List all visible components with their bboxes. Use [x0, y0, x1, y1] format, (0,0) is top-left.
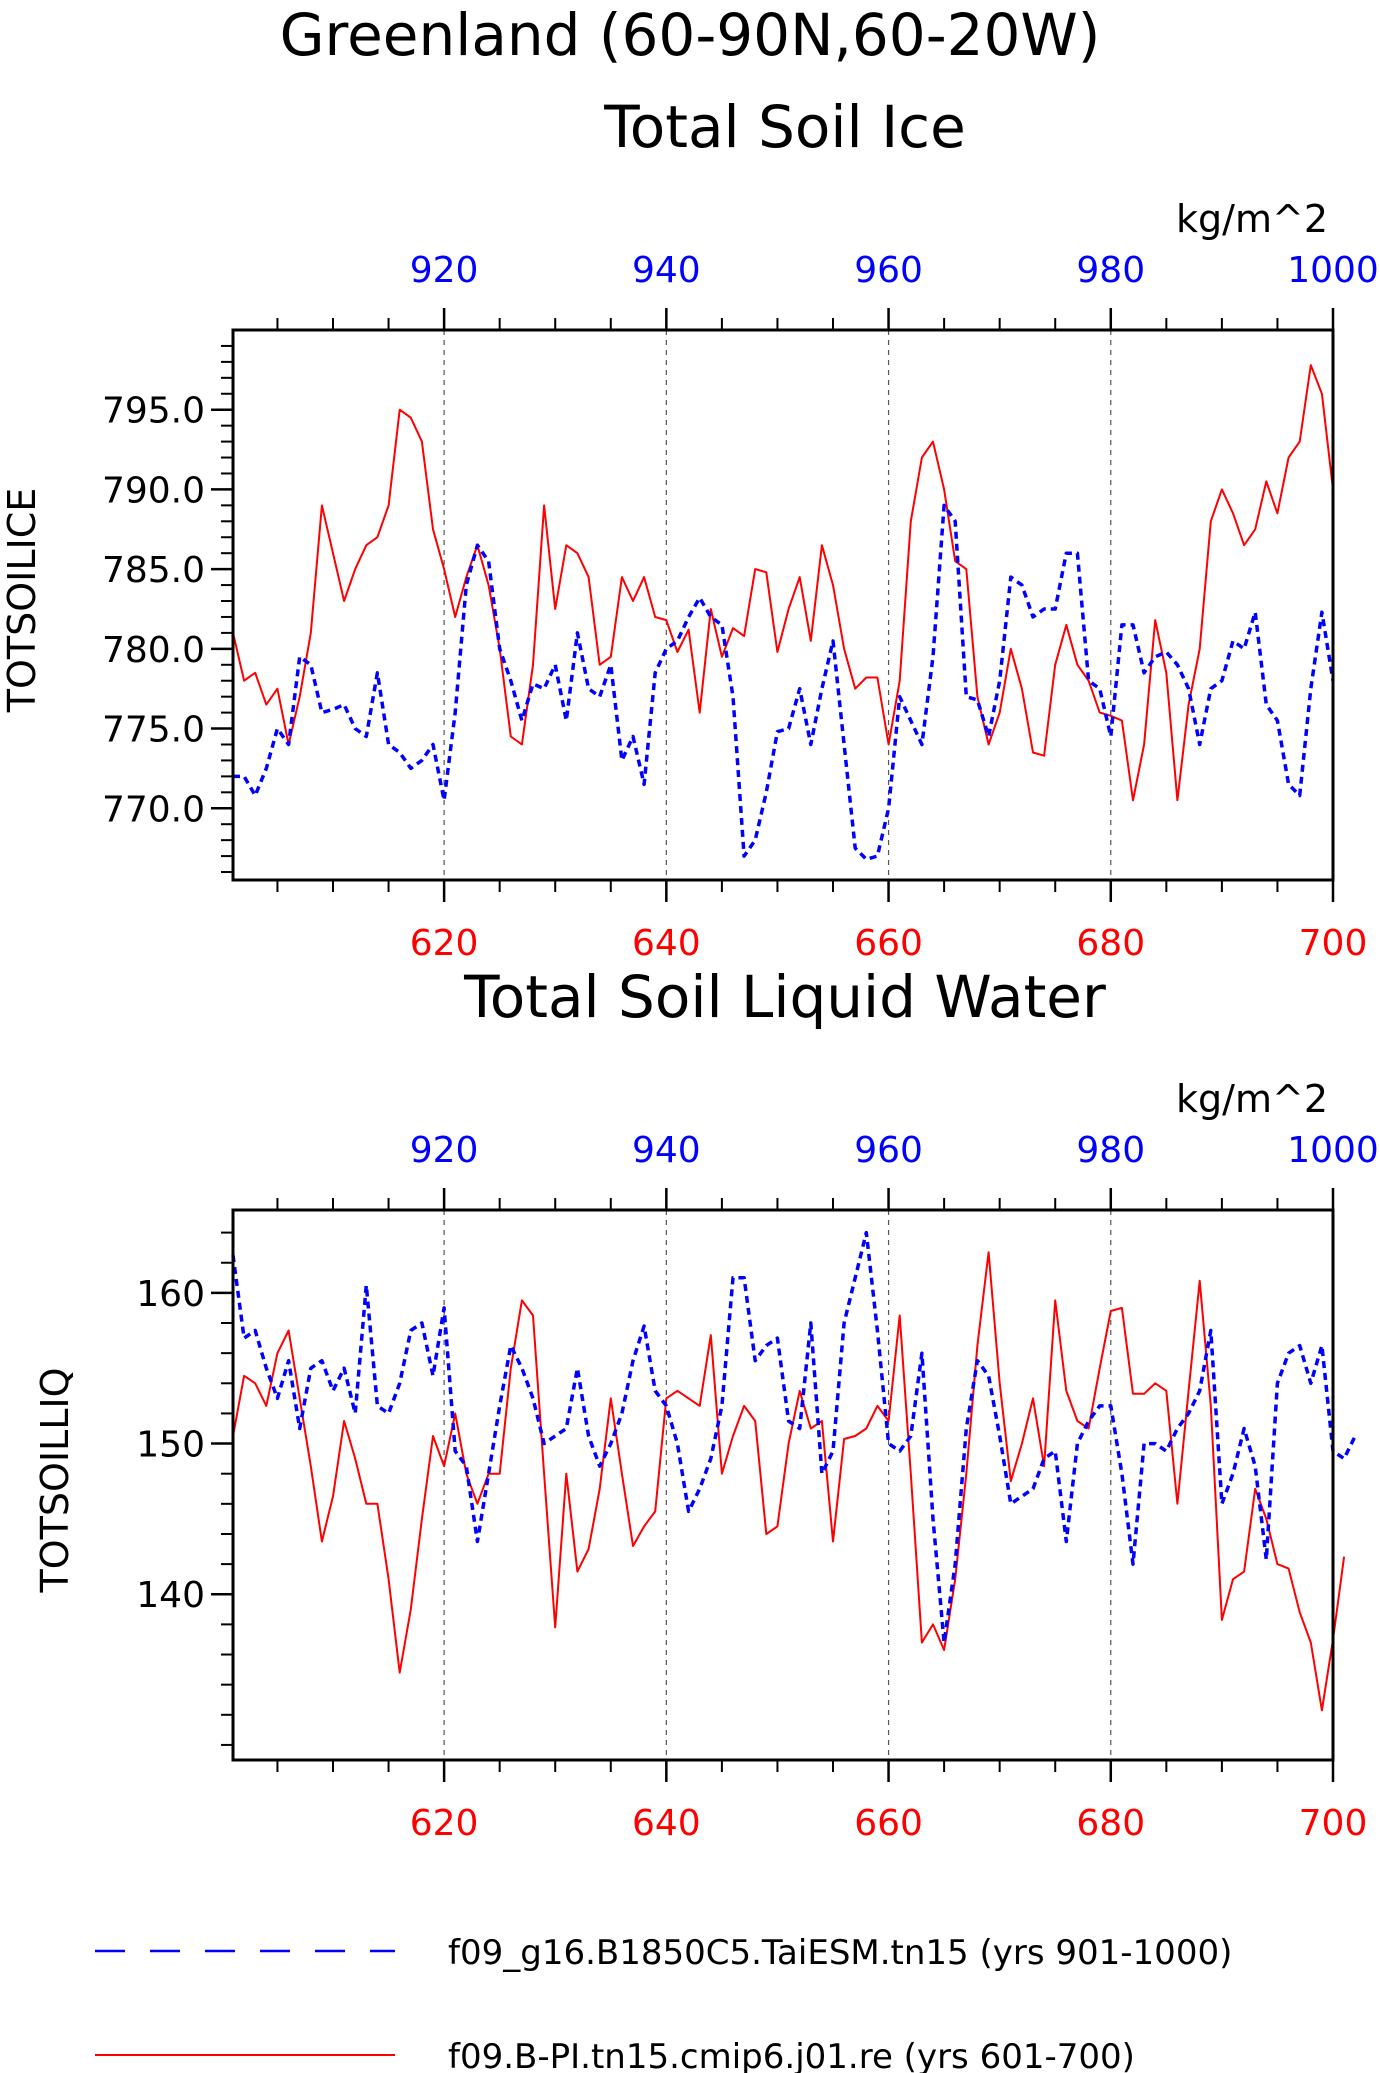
figure-title: Greenland (60-90N,60-20W): [280, 1, 1101, 69]
x-top-tick-label: 1000: [1287, 250, 1379, 291]
x-top-tick-label: 920: [410, 250, 479, 291]
y-tick-label: 150: [136, 1425, 205, 1466]
y-tick-label: 790.0: [102, 470, 205, 511]
panel-total-soil-liquid-water: Total Soil Liquid Water kg/m^2 TOTSOILLI…: [33, 963, 1379, 1844]
legend-label-blue: f09_g16.B1850C5.TaiESM.tn15 (yrs 901-100…: [448, 1933, 1232, 1973]
x-top-tick-label: 960: [854, 250, 923, 291]
x-top-tick-label: 940: [632, 250, 701, 291]
y-axis-label: TOTSOILICE: [0, 488, 44, 714]
plot-frame: [231, 328, 1335, 882]
units-label: kg/m^2: [1176, 197, 1328, 241]
x-bottom-tick-label: 620: [410, 1803, 479, 1844]
series-line-red: [232, 1251, 1346, 1712]
panel-title: Total Soil Liquid Water: [463, 963, 1106, 1031]
y-tick-label: 785.0: [102, 550, 205, 591]
x-top-tick-label: 940: [632, 1130, 701, 1171]
y-tick-label: 140: [136, 1575, 205, 1616]
y-tick-label: 775.0: [102, 710, 205, 751]
x-top-tick-label: 980: [1076, 250, 1145, 291]
plot-frame: [231, 1208, 1335, 1762]
x-top-tick-label: 960: [854, 1130, 923, 1171]
legend: f09_g16.B1850C5.TaiESM.tn15 (yrs 901-100…: [95, 1933, 1232, 2073]
x-bottom-tick-label: 700: [1299, 923, 1368, 964]
series-line-red: [232, 364, 1334, 802]
x-bottom-tick-label: 620: [410, 923, 479, 964]
y-tick-label: 795.0: [102, 391, 205, 432]
x-top-tick-label: 1000: [1287, 1130, 1379, 1171]
y-tick-label: 770.0: [102, 789, 205, 830]
x-bottom-tick-label: 640: [632, 1803, 701, 1844]
x-bottom-tick-label: 640: [632, 923, 701, 964]
x-bottom-tick-label: 660: [854, 923, 923, 964]
units-label: kg/m^2: [1176, 1077, 1328, 1121]
x-bottom-tick-label: 700: [1299, 1803, 1368, 1844]
panel-total-soil-ice: Total Soil Ice kg/m^2 TOTSOILICE 770.0 77…: [0, 93, 1379, 964]
x-bottom-tick-label: 680: [1076, 1803, 1145, 1844]
x-bottom-tick-label: 680: [1076, 923, 1145, 964]
legend-label-red: f09.B-PI.tn15.cmip6.j01.re (yrs 601-700): [448, 2037, 1135, 2073]
x-top-tick-label: 920: [410, 1130, 479, 1171]
x-bottom-tick-label: 660: [854, 1803, 923, 1844]
panel-title: Total Soil Ice: [603, 93, 966, 161]
y-axis-label: TOTSOILLIQ: [33, 1367, 77, 1593]
x-top-tick-label: 980: [1076, 1130, 1145, 1171]
y-tick-label: 160: [136, 1274, 205, 1315]
series-line-blue: [233, 503, 1335, 862]
y-tick-label: 780.0: [102, 630, 205, 671]
